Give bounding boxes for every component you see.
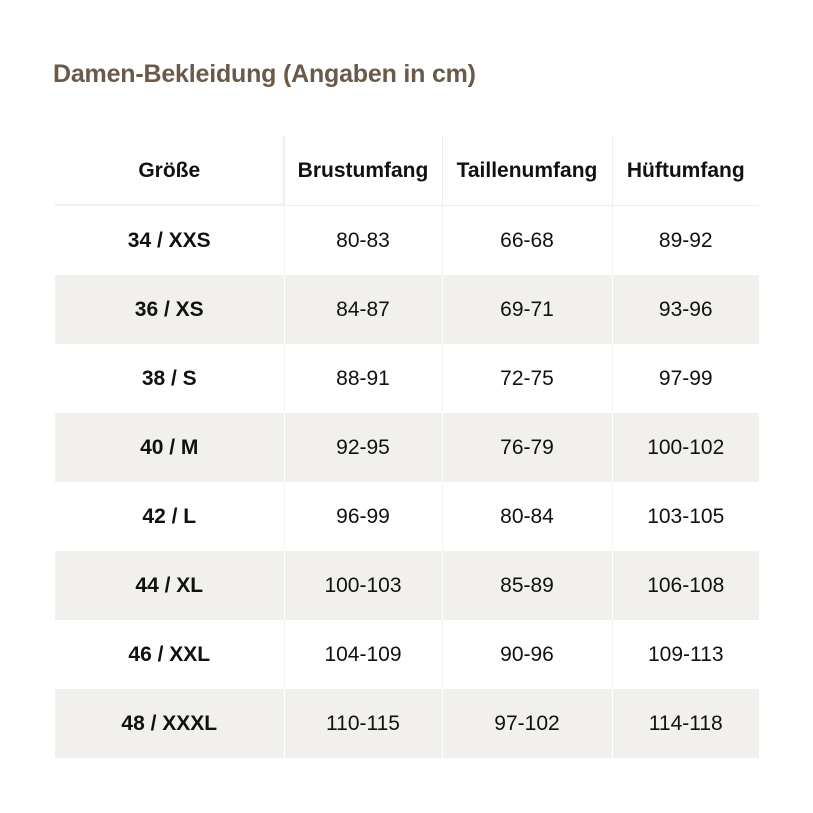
header-waist: Taillenumfang <box>441 136 612 206</box>
waist-cell: 85-89 <box>441 551 612 620</box>
page-title: Damen-Bekleidung (Angaben in cm) <box>53 60 476 88</box>
size-cell: 38 / S <box>55 344 284 413</box>
table-row: 34 / XXS 80-83 66-68 89-92 <box>55 205 759 275</box>
bust-cell: 96-99 <box>283 482 442 551</box>
waist-cell: 80-84 <box>441 482 612 551</box>
size-cell: 46 / XXL <box>55 620 284 689</box>
table-row: 42 / L 96-99 80-84 103-105 <box>55 482 759 551</box>
hip-cell: 89-92 <box>611 205 759 275</box>
table-row: 38 / S 88-91 72-75 97-99 <box>55 344 759 413</box>
bust-cell: 84-87 <box>283 275 442 344</box>
hip-cell: 100-102 <box>611 413 759 482</box>
waist-cell: 76-79 <box>441 413 612 482</box>
table-row: 48 / XXXL 110-115 97-102 114-118 <box>55 689 759 758</box>
bust-cell: 88-91 <box>283 344 442 413</box>
bust-cell: 110-115 <box>283 689 442 758</box>
waist-cell: 69-71 <box>441 275 612 344</box>
waist-cell: 97-102 <box>441 689 612 758</box>
header-row: Größe Brustumfang Taillenumfang Hüftumfa… <box>55 136 759 206</box>
size-cell: 48 / XXXL <box>55 689 284 758</box>
bust-cell: 92-95 <box>283 413 442 482</box>
size-cell: 36 / XS <box>55 275 284 344</box>
bust-cell: 80-83 <box>283 205 442 275</box>
hip-cell: 93-96 <box>611 275 759 344</box>
table-body: 34 / XXS 80-83 66-68 89-92 36 / XS 84-87… <box>55 205 759 758</box>
header-hip: Hüftumfang <box>611 136 759 206</box>
table-row: 36 / XS 84-87 69-71 93-96 <box>55 275 759 344</box>
waist-cell: 72-75 <box>441 344 612 413</box>
table-row: 46 / XXL 104-109 90-96 109-113 <box>55 620 759 689</box>
hip-cell: 114-118 <box>611 689 759 758</box>
table-row: 44 / XL 100-103 85-89 106-108 <box>55 551 759 620</box>
hip-cell: 97-99 <box>611 344 759 413</box>
size-cell: 42 / L <box>55 482 284 551</box>
size-table: Größe Brustumfang Taillenumfang Hüftumfa… <box>55 136 759 758</box>
hip-cell: 109-113 <box>611 620 759 689</box>
table-row: 40 / M 92-95 76-79 100-102 <box>55 413 759 482</box>
size-cell: 40 / M <box>55 413 284 482</box>
waist-cell: 66-68 <box>441 205 612 275</box>
size-cell: 44 / XL <box>55 551 284 620</box>
waist-cell: 90-96 <box>441 620 612 689</box>
size-cell: 34 / XXS <box>55 205 284 275</box>
hip-cell: 106-108 <box>611 551 759 620</box>
header-bust: Brustumfang <box>283 136 442 206</box>
bust-cell: 104-109 <box>283 620 442 689</box>
header-size: Größe <box>55 136 284 206</box>
hip-cell: 103-105 <box>611 482 759 551</box>
bust-cell: 100-103 <box>283 551 442 620</box>
table-header: Größe Brustumfang Taillenumfang Hüftumfa… <box>55 136 759 206</box>
